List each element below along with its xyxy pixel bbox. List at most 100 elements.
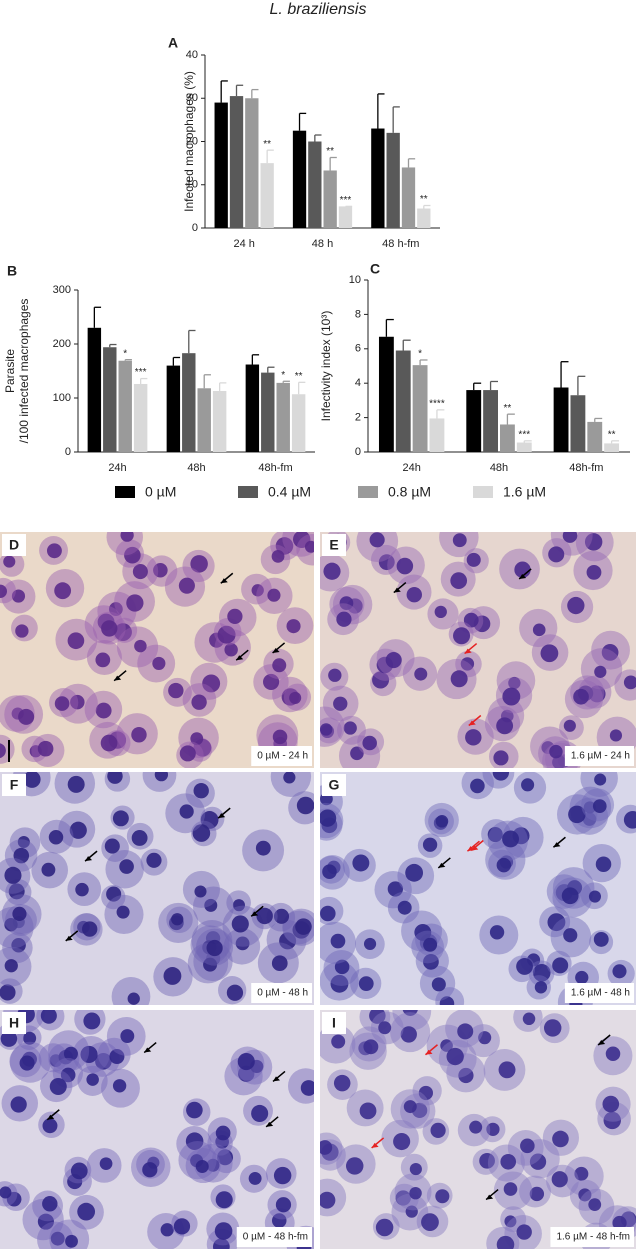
cell-nucleus: [146, 852, 162, 868]
cell-nucleus: [552, 1130, 569, 1148]
significance-label: ***: [518, 429, 530, 440]
panel-caption-box: [564, 746, 634, 766]
bar: [323, 170, 337, 228]
cell-nucleus: [563, 719, 576, 732]
cell-nucleus: [450, 572, 468, 589]
arrow-head: [486, 1194, 494, 1200]
cell-nucleus: [603, 1111, 621, 1130]
cell-nucleus: [273, 908, 290, 924]
cell-nucleus: [487, 826, 503, 843]
bar: [386, 132, 400, 228]
cell-nucleus: [496, 857, 512, 873]
cell-body: [320, 706, 345, 747]
cell-nucleus: [463, 612, 479, 628]
cell-nucleus: [575, 970, 589, 985]
cell-nucleus: [547, 913, 566, 932]
cell-nucleus: [179, 804, 194, 819]
cell-nucleus: [503, 1182, 518, 1196]
cell-nucleus: [256, 907, 273, 925]
bar: [261, 372, 275, 452]
micrograph-background: [0, 772, 314, 1005]
cell-nucleus: [405, 863, 424, 882]
legend-swatch: [358, 486, 378, 498]
cell-nucleus: [435, 1189, 450, 1204]
cell-nucleus: [369, 1010, 386, 1024]
cell-nucleus: [100, 734, 118, 752]
cell-nucleus: [271, 1213, 287, 1228]
cell-nucleus: [520, 1138, 535, 1154]
cell-nucleus: [54, 582, 72, 600]
cell-nucleus: [334, 959, 350, 975]
cell-nucleus: [457, 1023, 474, 1040]
x-tick-label: 24h: [402, 462, 420, 474]
cell-nucleus: [279, 932, 297, 950]
arrow-head: [114, 675, 122, 681]
cell-nucleus: [206, 939, 223, 957]
cell-nucleus: [99, 1157, 113, 1171]
cell-nucleus: [13, 847, 30, 864]
bar: [371, 128, 385, 228]
cell-nucleus: [231, 915, 249, 933]
cell-nucleus: [396, 557, 414, 575]
cell-nucleus: [37, 740, 54, 757]
bar: [292, 130, 307, 228]
micrograph: [320, 772, 636, 1005]
cell-nucleus: [431, 977, 446, 992]
y-axis-label: Infectivity index (10³): [319, 311, 333, 422]
micrograph: [0, 772, 314, 1005]
cell-nucleus: [552, 755, 567, 768]
micrograph: [0, 1010, 314, 1249]
cell-nucleus: [11, 938, 26, 953]
significance-label: **: [608, 429, 616, 440]
cell-nucleus: [8, 883, 25, 900]
bar: [417, 208, 431, 228]
cell-nucleus: [23, 772, 41, 788]
cell-nucleus: [588, 1198, 602, 1211]
legend-swatch: [238, 486, 258, 498]
cell-nucleus: [418, 1085, 433, 1101]
cell-nucleus: [320, 905, 336, 922]
bar: [212, 390, 227, 452]
cell-nucleus: [583, 801, 596, 814]
cell-nucleus: [516, 1224, 532, 1240]
cell-nucleus: [40, 1010, 57, 1024]
panel-caption: 0 µM - 24 h: [257, 751, 308, 762]
cell-nucleus: [409, 1186, 422, 1200]
panel-caption-box: [564, 983, 634, 1003]
y-axis-label: /100 infected macrophages: [17, 299, 31, 444]
y-tick-label: 8: [355, 308, 361, 320]
bar: [245, 98, 259, 228]
x-tick-label: 48 h-fm: [382, 238, 419, 250]
cell-nucleus: [116, 905, 130, 919]
cell-nucleus: [65, 1234, 78, 1248]
cell-nucleus: [185, 1132, 204, 1150]
cell-nucleus: [296, 796, 314, 815]
cell-nucleus: [300, 1080, 314, 1096]
bar: [553, 387, 569, 452]
cell-nucleus: [132, 564, 148, 580]
panel-letter-box: [2, 534, 26, 556]
cell-nucleus: [295, 918, 312, 935]
cell-nucleus: [320, 809, 337, 827]
cell-nucleus: [378, 1021, 392, 1035]
cell-nucleus: [458, 1067, 474, 1084]
cell-nucleus: [508, 676, 521, 690]
x-tick-label: 48h-fm: [569, 462, 603, 474]
panel-caption: 1.6 µM - 48 h-fm: [556, 1232, 630, 1243]
cell-nucleus: [153, 562, 168, 578]
cell-nucleus: [42, 1196, 58, 1212]
panel-letter: H: [9, 1015, 19, 1031]
cell-nucleus: [387, 881, 403, 897]
cell-nucleus: [414, 923, 432, 941]
cell-nucleus: [18, 708, 35, 725]
cell-nucleus: [529, 1186, 545, 1202]
cell-nucleus: [582, 812, 597, 826]
cell-nucleus: [75, 882, 89, 897]
cell-nucleus: [251, 584, 264, 597]
cell-nucleus: [434, 605, 447, 619]
arrow-head: [471, 845, 479, 851]
cell-nucleus: [54, 696, 70, 711]
bar: [214, 102, 228, 228]
cell-nucleus: [193, 783, 209, 799]
cell-nucleus: [522, 1012, 536, 1026]
